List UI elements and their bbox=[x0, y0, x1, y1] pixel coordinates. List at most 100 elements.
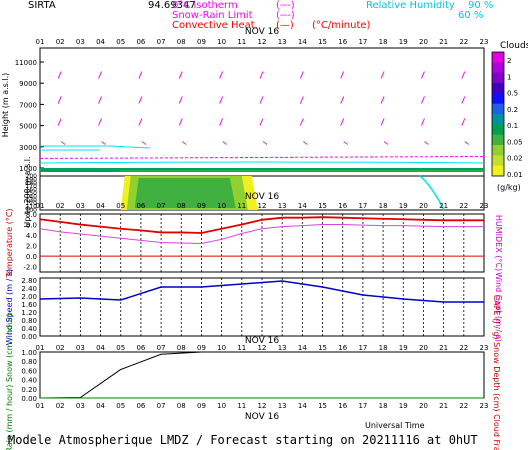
wind-arrow bbox=[138, 96, 143, 104]
hour-tick-label: 10 bbox=[217, 344, 226, 352]
wind-arrow bbox=[340, 71, 345, 79]
hour-tick-label: 11 bbox=[237, 38, 246, 46]
hour-tick-label: 02 bbox=[56, 38, 65, 46]
low-height-tick-label: 150 bbox=[26, 190, 38, 197]
hour-tick-label: 05 bbox=[116, 402, 125, 410]
site-name: SIRTA bbox=[28, 0, 56, 11]
hour-tick-label: 06 bbox=[136, 202, 145, 210]
wind-arrow bbox=[262, 141, 268, 145]
wind-arrow bbox=[138, 71, 143, 79]
colorbar-swatch bbox=[492, 145, 504, 156]
axis-label-right: HUMIDEX (°C) bbox=[494, 215, 503, 271]
hour-tick-label: 03 bbox=[76, 38, 85, 46]
hour-tick-label: 10 bbox=[217, 402, 226, 410]
hour-tick-label: 05 bbox=[116, 344, 125, 352]
hour-tick-label: 18 bbox=[379, 344, 388, 352]
wind-arrow bbox=[420, 118, 425, 126]
wind-arrow bbox=[57, 118, 62, 126]
wind-arrow bbox=[60, 141, 66, 145]
precip-tick-label: 0.00 bbox=[21, 395, 37, 403]
wind-arrow bbox=[340, 118, 345, 126]
hour-tick-label: 08 bbox=[177, 38, 186, 46]
legend-unit: (°C/minute) bbox=[312, 20, 371, 31]
hour-tick-label: 21 bbox=[439, 402, 448, 410]
wind-arrow bbox=[141, 141, 147, 145]
wind-tick-label: 1.20 bbox=[21, 309, 37, 317]
wind-arrow bbox=[98, 96, 103, 104]
hour-tick-label: 13 bbox=[278, 344, 287, 352]
hour-tick-label: 09 bbox=[197, 402, 206, 410]
hour-tick-label: 07 bbox=[157, 402, 166, 410]
hour-tick-label: 14 bbox=[298, 344, 307, 352]
temp-tick-label: 6.0 bbox=[26, 222, 37, 230]
series-line-cloud-fraction bbox=[39, 351, 484, 399]
hour-tick-label: 10 bbox=[217, 38, 226, 46]
colorbar-swatch bbox=[492, 165, 504, 177]
wind-arrow bbox=[420, 96, 425, 104]
hour-tick-label: 18 bbox=[379, 38, 388, 46]
hour-tick-label: 01 bbox=[36, 38, 45, 46]
legend-sample: (—) bbox=[276, 20, 294, 31]
hour-tick-label: 23 bbox=[480, 344, 489, 352]
wind-arrow bbox=[178, 71, 183, 79]
hour-tick-label: 03 bbox=[76, 402, 85, 410]
hour-tick-label: 15 bbox=[318, 38, 327, 46]
rh-label: Relative Humidity bbox=[366, 0, 455, 11]
colorbar-label: 1 bbox=[507, 73, 511, 81]
height-tick-label: 1000 bbox=[19, 165, 37, 173]
low-height-tick-label: 170 bbox=[26, 183, 38, 190]
zero-isotherm-line bbox=[39, 155, 485, 159]
low-height-tick-label: 110 bbox=[26, 204, 38, 211]
height-tick-label: 9000 bbox=[19, 80, 37, 88]
colorbar-label: 0.02 bbox=[507, 155, 523, 163]
hour-tick-label: 11 bbox=[237, 344, 246, 352]
wind-arrow bbox=[380, 118, 385, 126]
low-height-tick-label: 200 bbox=[26, 173, 38, 180]
hour-tick-label: 19 bbox=[399, 344, 408, 352]
hour-tick-label: 02 bbox=[56, 402, 65, 410]
precip-tick-label: 0.80 bbox=[21, 358, 37, 366]
hour-tick-label: 18 bbox=[379, 402, 388, 410]
hour-tick-label: 17 bbox=[358, 344, 367, 352]
wind-arrow bbox=[138, 118, 143, 126]
colorbar-label: 0.2 bbox=[507, 106, 518, 114]
colorbar-swatch bbox=[492, 103, 504, 115]
rh-contour bbox=[419, 175, 445, 211]
low-height-tick-label: 100 bbox=[26, 207, 38, 214]
colorbar-unit: (g/kg) bbox=[497, 183, 521, 192]
wind-arrow bbox=[98, 118, 103, 126]
low-cloud-layer-core bbox=[120, 170, 484, 172]
temp-tick-label: 0.0 bbox=[26, 253, 37, 261]
hour-tick-label: 15 bbox=[318, 402, 327, 410]
low-height-tick-label: 130 bbox=[26, 197, 38, 204]
wind-tick-label: 0.80 bbox=[21, 317, 37, 325]
axis-label: Height (m a.s.l.) bbox=[1, 73, 10, 138]
wind-arrow bbox=[259, 71, 264, 79]
hour-tick-label: 23 bbox=[480, 402, 489, 410]
hour-tick-label: 13 bbox=[278, 38, 287, 46]
precip-tick-label: 0.40 bbox=[21, 377, 37, 385]
hour-tick-label: 22 bbox=[459, 402, 468, 410]
legend-label: 0°C isotherm bbox=[172, 0, 238, 11]
hour-tick-label: 20 bbox=[419, 38, 428, 46]
hour-tick-label: 02 bbox=[56, 202, 65, 210]
wind-arrow bbox=[340, 96, 345, 104]
hour-tick-label: 16 bbox=[338, 402, 347, 410]
temp-tick-label: 4.0 bbox=[26, 232, 37, 240]
hour-tick-label: 19 bbox=[399, 202, 408, 210]
wind-arrow bbox=[343, 141, 349, 145]
wind-arrow bbox=[98, 71, 103, 79]
series-line-temperature bbox=[39, 216, 484, 234]
hour-tick-label: 14 bbox=[298, 402, 307, 410]
hour-tick-label: 06 bbox=[136, 402, 145, 410]
colorbar-swatch bbox=[492, 124, 504, 136]
wind-arrow bbox=[461, 71, 466, 79]
wind-arrow bbox=[299, 71, 304, 79]
hour-tick-label: 13 bbox=[278, 402, 287, 410]
hour-tick-label: 04 bbox=[96, 202, 105, 210]
universal-time-label: Universal Time bbox=[365, 421, 425, 430]
wind-arrow bbox=[259, 118, 264, 126]
hour-tick-label: 21 bbox=[439, 38, 448, 46]
colorbar-swatch bbox=[492, 155, 504, 167]
hour-tick-label: 12 bbox=[258, 402, 267, 410]
